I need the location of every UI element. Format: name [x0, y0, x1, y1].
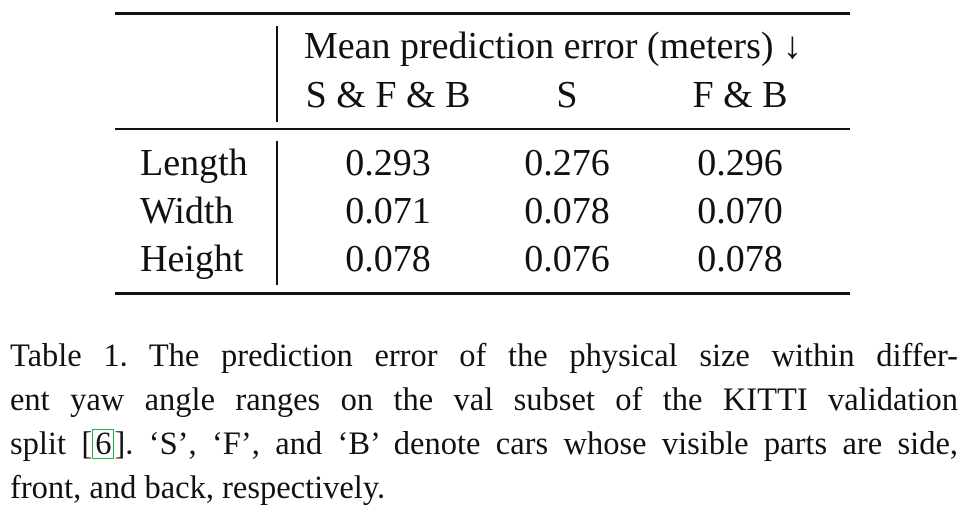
table-cell: 0.293 — [345, 142, 431, 184]
table-cell: 0.296 — [697, 142, 783, 184]
citation-link[interactable]: 6 — [92, 428, 115, 460]
table-cell: 0.071 — [345, 190, 431, 232]
row-label-length: Length — [140, 142, 248, 184]
bottom-rule — [115, 292, 850, 295]
caption-line: split [6]. ‘S’, ‘F’, and ‘B’ denote cars… — [10, 422, 958, 466]
top-rule — [115, 12, 850, 15]
table-cell: 0.276 — [524, 142, 610, 184]
header-vertical-rule — [276, 26, 278, 122]
body-vertical-rule — [276, 141, 278, 285]
row-label-width: Width — [140, 190, 234, 232]
mid-rule — [115, 128, 850, 130]
table-caption: Table 1. The prediction error of the phy… — [10, 334, 958, 510]
column-header-s: S — [556, 74, 578, 116]
header-group-label: Mean prediction error (meters) ↓ — [304, 25, 803, 67]
table-cell: 0.078 — [345, 238, 431, 280]
caption-line: ent yaw angle ranges on the val subset o… — [10, 382, 958, 418]
table-cell: 0.078 — [697, 238, 783, 280]
caption-line: front, and back, respectively. — [10, 470, 386, 506]
table-cell: 0.070 — [697, 190, 783, 232]
caption-text: ]. ‘S’, ‘F’, and ‘B’ denote cars whose v… — [114, 426, 958, 462]
table-cell: 0.078 — [524, 190, 610, 232]
table-cell: 0.076 — [524, 238, 610, 280]
column-header-f-b: F & B — [692, 74, 788, 116]
caption-line: Table 1. The prediction error of the phy… — [10, 338, 958, 374]
column-header-s-f-b: S & F & B — [305, 74, 471, 116]
caption-text: split [ — [10, 426, 93, 462]
row-label-height: Height — [140, 238, 244, 280]
